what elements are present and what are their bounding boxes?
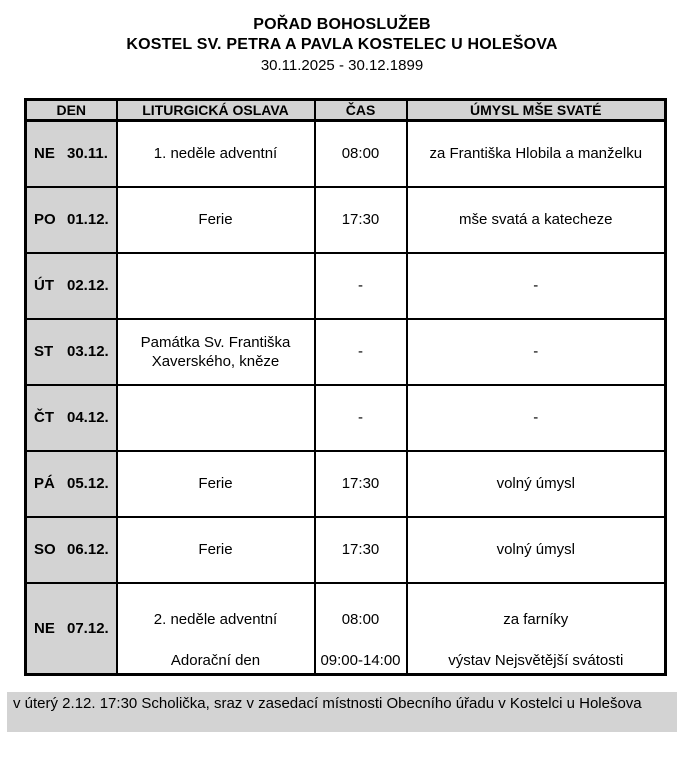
day-cell: ÚT 02.12.	[24, 251, 118, 320]
day-date: 03.12.	[67, 343, 109, 360]
celebration-cell: Ferie	[115, 515, 316, 584]
intention-cell: volný úmysl	[405, 449, 667, 518]
day-date: 06.12.	[67, 541, 109, 558]
day-date: 07.12.	[67, 619, 109, 637]
day-cell: PO 01.12.	[24, 185, 118, 254]
day-cell: SO 06.12.	[24, 515, 118, 584]
time-line1: 08:00	[341, 610, 380, 628]
table-row: SO 06.12. Ferie 17:30 volný úmysl	[24, 515, 667, 584]
church-name: KOSTEL SV. PETRA A PAVLA KOSTELEC U HOLE…	[126, 36, 558, 53]
time-cell: -	[313, 317, 408, 386]
day-abbr: SO	[34, 541, 56, 558]
day-abbr: ST	[34, 343, 54, 360]
celebration-line1: 2. neděle adventní	[153, 610, 278, 628]
intention-cell: za farníky výstav Nejsvětější svátosti	[405, 581, 667, 675]
day-abbr: PO	[34, 211, 56, 228]
schedule-table: DEN LITURGICKÁ OSLAVA ČAS ÚMYSL MŠE SVAT…	[24, 98, 667, 676]
date-range: 30.11.2025 - 30.12.1899	[260, 57, 424, 74]
intention-line1: za farníky	[503, 610, 569, 628]
intention-cell: mše svatá a katecheze	[405, 185, 667, 254]
celebration-cell	[115, 383, 316, 452]
day-abbr: NE	[34, 619, 55, 637]
celebration-line2: Adorační den	[170, 651, 261, 669]
page-title: POŘAD BOHOSLUŽEB	[253, 16, 431, 33]
table-row: NE 30.11. 1. neděle adventní 08:00 za Fra…	[24, 119, 667, 188]
column-header-den: DEN	[24, 98, 118, 122]
column-header-liturgicka-oslava: LITURGICKÁ OSLAVA	[115, 98, 316, 122]
table-row: ÚT 02.12. - -	[24, 251, 667, 320]
table-row: PÁ 05.12. Ferie 17:30 volný úmysl	[24, 449, 667, 518]
table-row: NE 07.12. 2. neděle adventní Adorační den…	[24, 581, 667, 675]
day-cell: NE 07.12.	[24, 581, 118, 675]
intention-cell: -	[405, 251, 667, 320]
day-cell: ST 03.12.	[24, 317, 118, 386]
day-cell: ČT 04.12.	[24, 383, 118, 452]
time-cell: 08:00	[313, 119, 408, 188]
time-cell: 17:30	[313, 449, 408, 518]
day-date: 05.12.	[67, 475, 109, 492]
table-header: DEN LITURGICKÁ OSLAVA ČAS ÚMYSL MŠE SVAT…	[24, 98, 667, 122]
intention-line2: výstav Nejsvětější svátosti	[448, 651, 624, 669]
day-cell: PÁ 05.12.	[24, 449, 118, 518]
celebration-cell: Památka Sv. Františka Xaverského, kněze	[115, 317, 316, 386]
day-date: 04.12.	[67, 409, 109, 426]
celebration-cell: 2. neděle adventní Adorační den	[115, 581, 316, 675]
celebration-cell: Ferie	[115, 449, 316, 518]
column-header-cas: ČAS	[313, 98, 408, 122]
day-abbr: NE	[34, 145, 55, 163]
time-line2: 09:00-14:00	[320, 651, 401, 669]
intention-cell: za Františka Hlobila a manželku	[405, 119, 667, 188]
footer-note: v úterý 2.12. 17:30 Scholička, sraz v za…	[7, 691, 677, 732]
day-date: 30.11.	[67, 145, 108, 163]
header-row: DEN LITURGICKÁ OSLAVA ČAS ÚMYSL MŠE SVAT…	[24, 98, 667, 122]
day-date: 01.12.	[67, 211, 109, 228]
footer-note-text: v úterý 2.12. 17:30 Scholička, sraz v za…	[13, 694, 642, 712]
time-cell: 17:30	[313, 515, 408, 584]
day-cell: NE 30.11.	[24, 119, 118, 188]
table-row: ČT 04.12. - -	[24, 383, 667, 452]
day-abbr: PÁ	[34, 475, 55, 492]
table-row: PO 01.12. Ferie 17:30 mše svatá a kateche…	[24, 185, 667, 254]
intention-cell: volný úmysl	[405, 515, 667, 584]
time-cell: 08:00 09:00-14:00	[313, 581, 408, 675]
table-row: ST 03.12. Památka Sv. Františka Xaverskéh…	[24, 317, 667, 386]
intention-cell: -	[405, 317, 667, 386]
day-abbr: ÚT	[34, 277, 54, 294]
document-header: POŘAD BOHOSLUŽEB KOSTEL SV. PETRA A PAVL…	[0, 0, 684, 76]
celebration-cell: Ferie	[115, 185, 316, 254]
intention-cell: -	[405, 383, 667, 452]
celebration-cell: 1. neděle adventní	[115, 119, 316, 188]
celebration-cell	[115, 251, 316, 320]
day-abbr: ČT	[34, 409, 54, 426]
time-cell: -	[313, 251, 408, 320]
column-header-umysl: ÚMYSL MŠE SVATÉ	[405, 98, 667, 122]
time-cell: -	[313, 383, 408, 452]
day-date: 02.12.	[67, 277, 109, 294]
time-cell: 17:30	[313, 185, 408, 254]
